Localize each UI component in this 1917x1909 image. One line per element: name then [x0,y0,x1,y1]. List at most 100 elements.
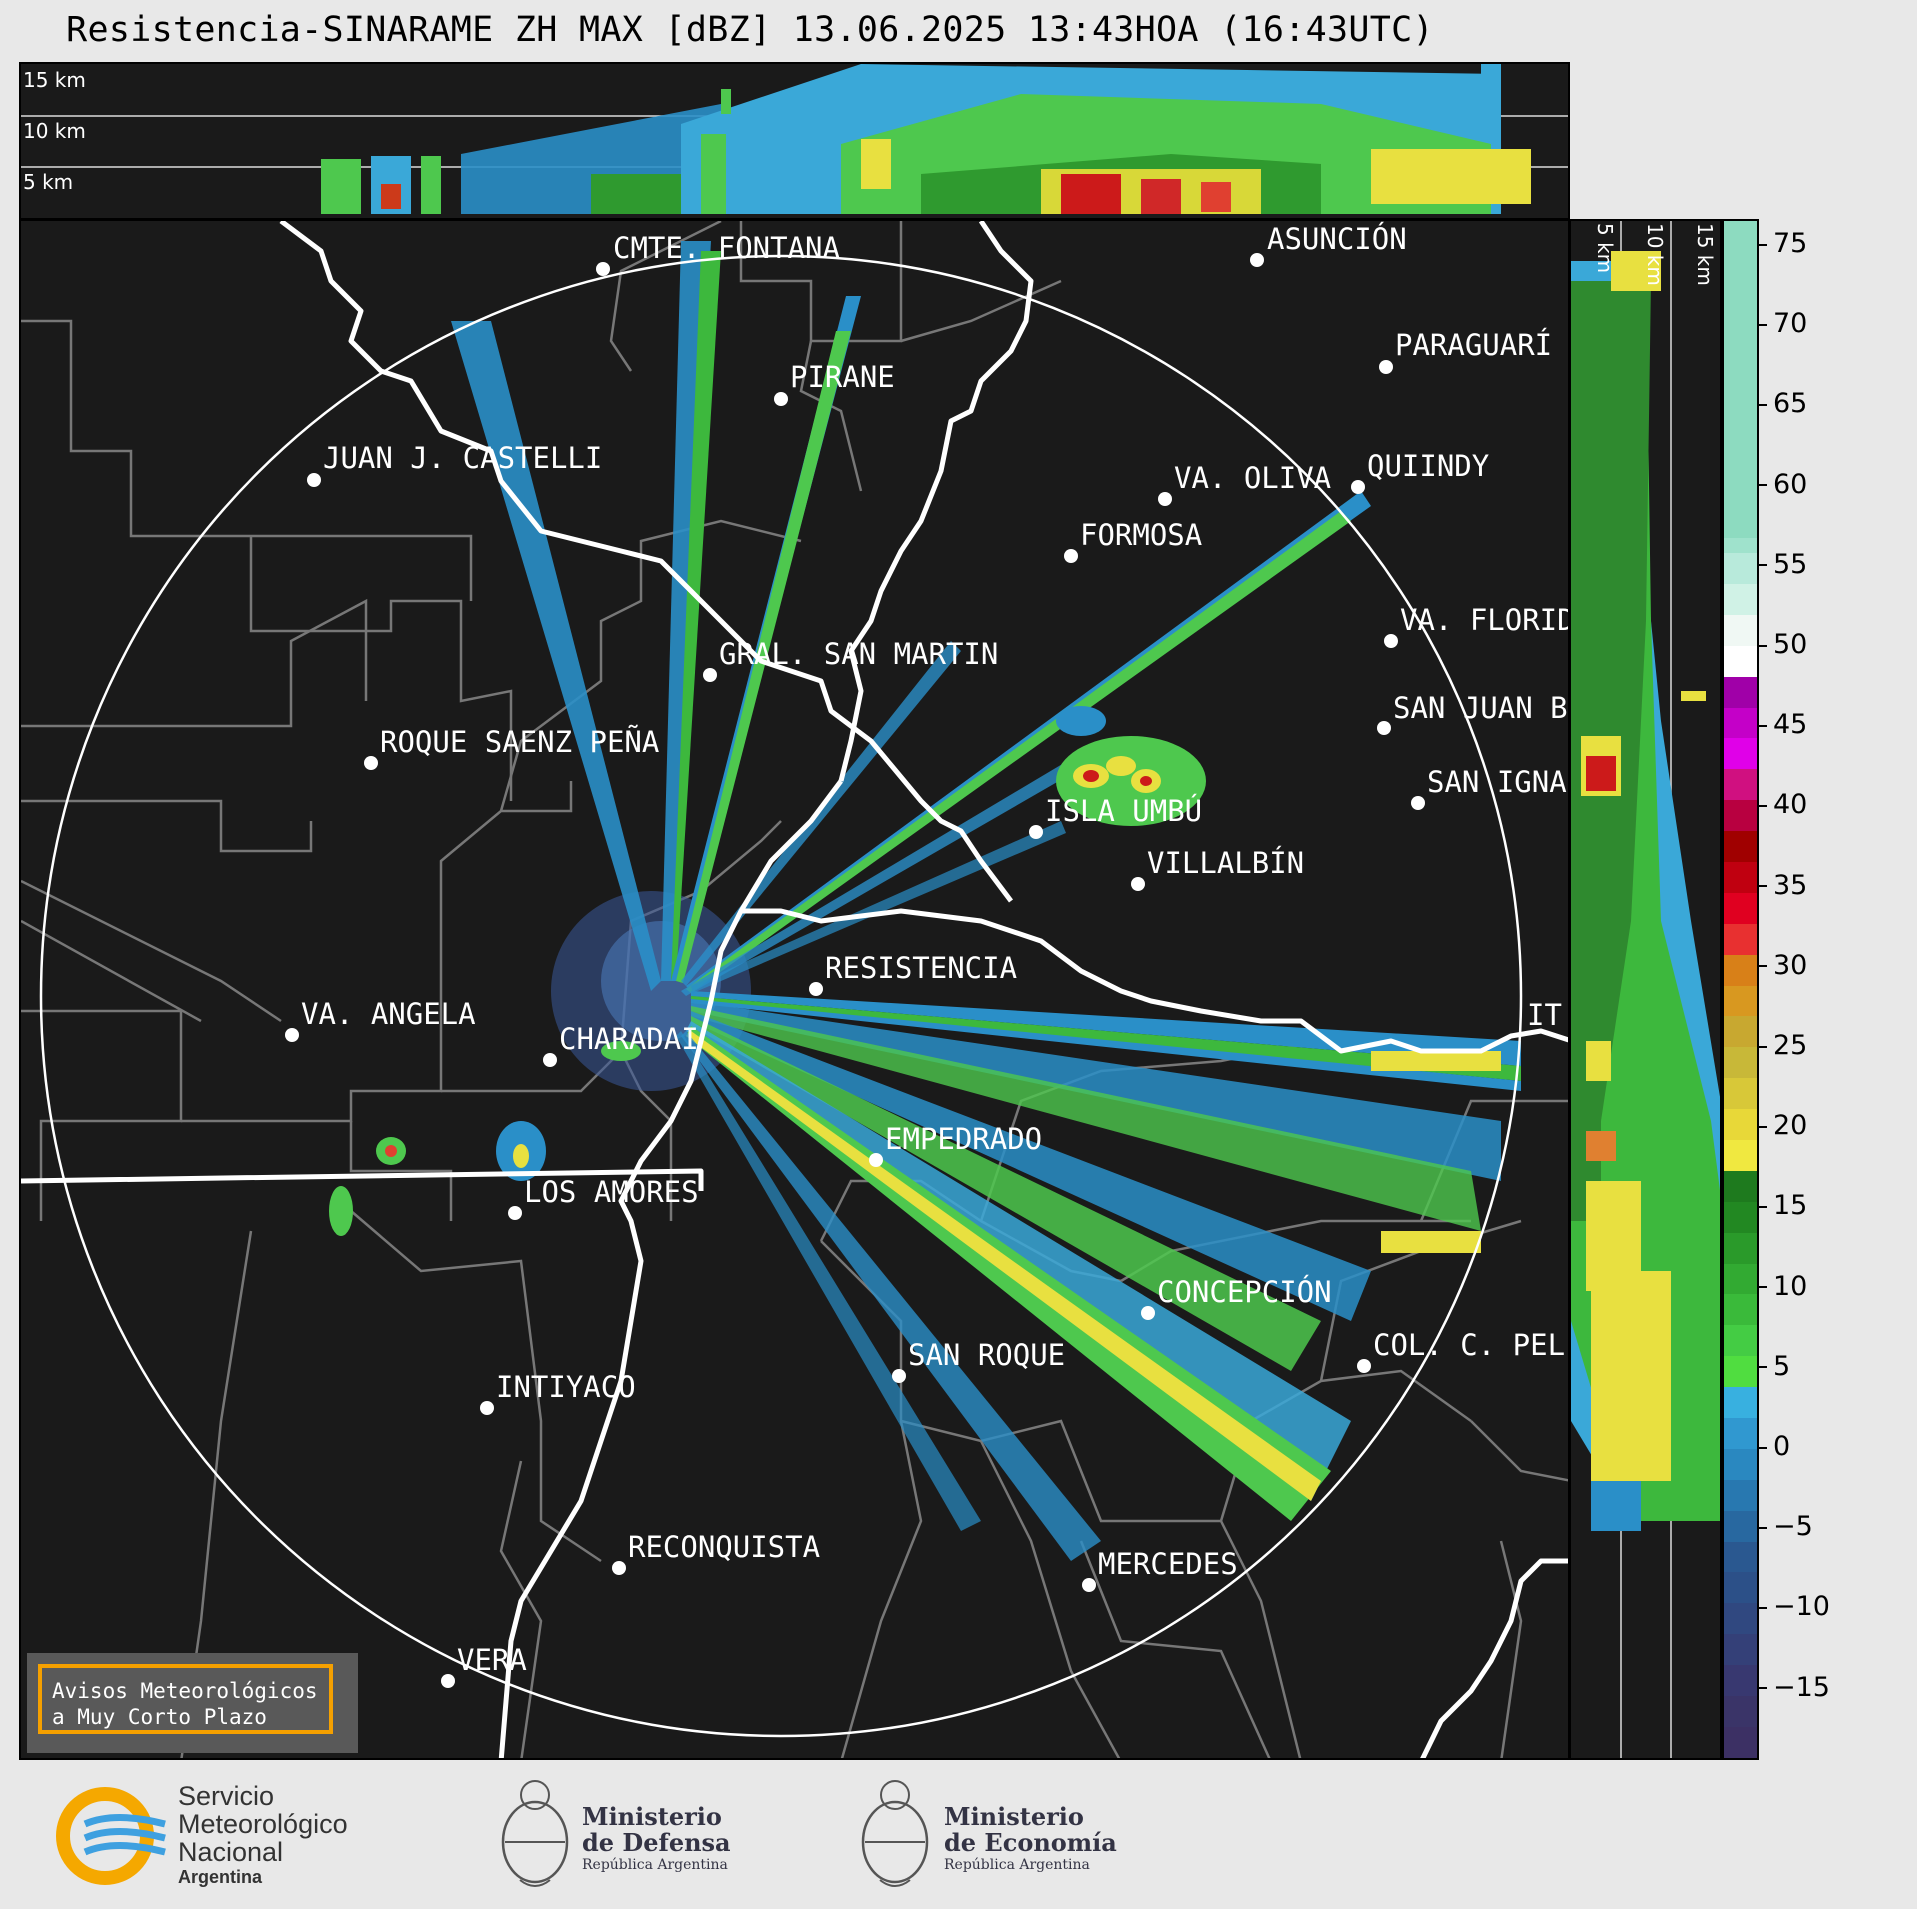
economia-seal-icon [861,1780,929,1887]
radar-map-panel: CMTE. FONTANA ASUNCIÓN PARAGUARÍ PIRANE … [19,219,1570,1760]
colorbar-segment [1724,1541,1757,1573]
city-label: EMPEDRADO [885,1122,1043,1156]
top-altitude-label: 15 km [23,68,86,92]
side-altitude-label: 5 km [1593,223,1617,274]
city-label: SAN JUAN B [1393,691,1568,725]
colorbar-segment [1724,1479,1757,1511]
colorbar [1722,219,1759,1760]
colorbar-segment [1724,1726,1757,1758]
colorbar-segment [1724,954,1757,986]
warning-box-frame: Avisos Meteorológicos a Muy Corto Plazo [38,1664,333,1734]
footer: Servicio Meteorológico Nacional Argentin… [0,1760,1917,1909]
side-altitude-label: 15 km [1693,223,1717,286]
colorbar-segment [1724,1140,1757,1171]
colorbar-tick-label: 5 [1759,1351,1879,1382]
colorbar-tick-label: 35 [1759,870,1879,901]
colorbar-segment [1724,800,1757,832]
colorbar-tick-label: 10 [1759,1271,1879,1302]
map-title: Resistencia-SINARAME ZH MAX [dBZ] 13.06.… [66,10,1434,50]
city-label: VA. ANGELA [301,997,476,1031]
colorbar-segment [1724,707,1757,739]
colorbar-segment [1724,537,1757,554]
warning-line-1: Avisos Meteorológicos [52,1679,318,1703]
colorbar-segment [1724,923,1757,955]
top-cross-section-plot [21,64,1568,214]
city-label: ROQUE SAENZ PEÑA [380,725,660,759]
colorbar-tick-label: 60 [1759,469,1879,500]
radar-map [21,221,1568,1758]
city-label: VERA [457,1643,527,1677]
city-label: CONCEPCIÓN [1157,1275,1332,1309]
colorbar-segment [1724,1572,1757,1604]
warning-box: Avisos Meteorológicos a Muy Corto Plazo [27,1653,358,1753]
smn-logo-icon [56,1787,166,1885]
colorbar-segment [1724,1634,1757,1666]
colorbar-segment [1724,1696,1757,1727]
economia-logo-text: Ministerio de Economía República Argenti… [944,1802,1117,1874]
colorbar-segment [1724,738,1757,770]
city-label: RECONQUISTA [628,1530,821,1564]
colorbar-segment [1724,892,1757,924]
side-cross-section-plot [1571,221,1720,1758]
rivers [21,221,1568,1758]
colorbar-segment [1724,553,1757,584]
colorbar-segment [1724,1510,1757,1542]
city-label: PIRANE [790,360,895,394]
side-altitude-label: 10 km [1643,223,1667,286]
city-markers [285,253,1425,1688]
side-cross-section-panel: 5 km 10 km 15 km [1569,219,1722,1760]
colorbar-segment [1724,1078,1757,1110]
colorbar-tick-label: −5 [1759,1512,1879,1542]
city-label: COL. C. PEL [1373,1328,1566,1362]
colorbar-segment [1724,614,1757,646]
colorbar-segment [1724,1109,1757,1141]
colorbar-tick-label: 65 [1759,389,1879,419]
city-label: JUAN J. CASTELLI [323,441,603,475]
city-label: QUIINDY [1367,449,1490,483]
colorbar-segment [1724,1294,1757,1326]
city-label: MERCEDES [1098,1547,1238,1581]
warning-line-2: a Muy Corto Plazo [52,1705,267,1729]
colorbar-tick-label: 70 [1759,309,1879,339]
colorbar-segment [1724,985,1757,1017]
top-altitude-label: 10 km [23,119,86,143]
colorbar-tick-label: −10 [1759,1592,1879,1622]
city-label: PARAGUARÍ [1395,328,1553,362]
city-label: ASUNCIÓN [1267,222,1407,256]
city-label: SAN ROQUE [908,1338,1066,1372]
colorbar-tick-label: −15 [1759,1672,1879,1703]
defensa-seal-icon [501,1780,569,1887]
colorbar-tick-label: 0 [1759,1432,1879,1462]
colorbar-tick-label: 55 [1759,549,1879,580]
city-label: CMTE. FONTANA [613,231,840,265]
city-label: INTIYACO [496,1370,636,1404]
city-label: IT [1527,998,1562,1032]
colorbar-segment [1724,676,1757,708]
city-label: FORMOSA [1080,518,1203,552]
colorbar-tick-label: 30 [1759,950,1879,981]
top-altitude-label: 5 km [23,170,74,194]
colorbar-segment [1724,1356,1757,1388]
colorbar-tick-label: 40 [1759,790,1879,820]
colorbar-segment [1724,1047,1757,1079]
colorbar-segment [1724,1603,1757,1635]
colorbar-tick-label: 75 [1759,229,1879,259]
smn-logo-text: Servicio Meteorológico Nacional Argentin… [178,1781,348,1887]
colorbar-tick-label: 20 [1759,1111,1879,1141]
colorbar-segment [1724,1232,1757,1264]
city-label: VA. FLORID [1400,603,1570,637]
top-cross-section-panel: 15 km 10 km 5 km [19,62,1570,220]
colorbar-segment [1724,1201,1757,1233]
colorbar-tick-label: 50 [1759,630,1879,660]
colorbar-segment [1724,1448,1757,1480]
colorbar-segment [1724,1263,1757,1295]
colorbar-segment [1724,645,1757,677]
colorbar-segment [1724,831,1757,862]
city-label: SAN IGNA [1427,765,1567,799]
colorbar-segment [1724,1016,1757,1048]
colorbar-segment [1724,1665,1757,1697]
colorbar-tick-label: 25 [1759,1031,1879,1061]
city-label: VILLALBÍN [1147,846,1305,880]
colorbar-segment [1724,1325,1757,1357]
colorbar-segment [1724,221,1757,538]
